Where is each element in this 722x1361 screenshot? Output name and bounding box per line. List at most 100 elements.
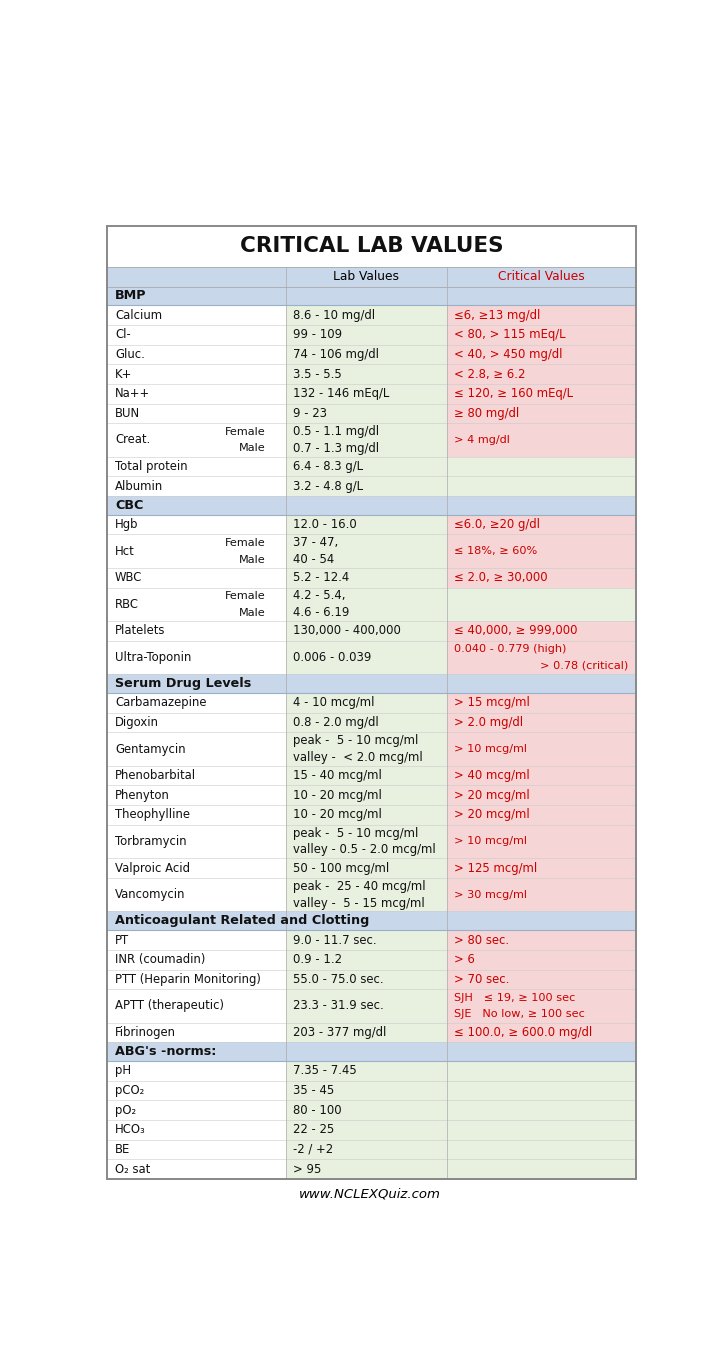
Bar [108,305,285,325]
Text: O₂ sat: O₂ sat [115,1162,150,1176]
Text: ≤ 100.0, ≥ 600.0 mg/dl: ≤ 100.0, ≥ 600.0 mg/dl [455,1026,593,1038]
Bar [285,641,447,674]
Bar [108,495,636,514]
Text: ≥ 80 mg/dl: ≥ 80 mg/dl [455,407,520,421]
Text: 3.2 - 4.8 g/L: 3.2 - 4.8 g/L [293,479,363,493]
Bar [285,384,447,404]
Bar [285,1139,447,1160]
Text: 4.6 - 6.19: 4.6 - 6.19 [293,606,349,619]
Text: APTT (therapeutic): APTT (therapeutic) [115,999,224,1013]
Text: 80 - 100: 80 - 100 [293,1104,342,1117]
Text: WBC: WBC [115,572,142,584]
Text: Digoxin: Digoxin [115,716,159,729]
Text: ABG's -norms:: ABG's -norms: [115,1045,217,1059]
Text: 8.6 - 10 mg/dl: 8.6 - 10 mg/dl [293,309,375,321]
Text: 0.7 - 1.3 mg/dl: 0.7 - 1.3 mg/dl [293,442,380,455]
Bar [285,930,447,950]
Bar [108,568,285,588]
Text: CBC: CBC [115,499,144,512]
Bar [285,859,447,878]
Bar [108,457,285,476]
Text: Serum Drug Levels: Serum Drug Levels [115,678,251,690]
Bar [108,693,285,713]
Text: Critical Values: Critical Values [498,269,585,283]
Bar [108,878,285,912]
Bar [447,1160,636,1179]
Text: Calcium: Calcium [115,309,162,321]
Bar [447,588,636,621]
Text: < 80, > 115 mEq/L: < 80, > 115 mEq/L [455,328,566,342]
Text: > 80 sec.: > 80 sec. [455,934,510,946]
Text: 12.0 - 16.0: 12.0 - 16.0 [293,519,357,531]
Text: > 125 mcg/ml: > 125 mcg/ml [455,862,538,875]
Text: BMP: BMP [115,290,147,302]
Text: < 2.8, ≥ 6.2: < 2.8, ≥ 6.2 [455,367,526,381]
Text: 15 - 40 mcg/ml: 15 - 40 mcg/ml [293,769,382,783]
Text: Female: Female [225,426,266,437]
Bar [285,878,447,912]
Text: Carbamazepine: Carbamazepine [115,697,206,709]
Text: Female: Female [225,591,266,602]
Bar [447,1101,636,1120]
Text: Male: Male [239,608,266,618]
Bar [285,785,447,806]
Text: > 15 mcg/ml: > 15 mcg/ml [455,697,531,709]
Text: 99 - 109: 99 - 109 [293,328,342,342]
Text: Female: Female [225,538,266,548]
Bar [447,621,636,641]
Text: 0.5 - 1.1 mg/dl: 0.5 - 1.1 mg/dl [293,425,380,438]
Text: valley -  < 2.0 mcg/ml: valley - < 2.0 mcg/ml [293,751,423,764]
Bar [108,365,285,384]
Bar [447,1139,636,1160]
Text: pCO₂: pCO₂ [115,1085,144,1097]
Text: 35 - 45: 35 - 45 [293,1085,334,1097]
Text: HCO₃: HCO₃ [115,1123,146,1136]
Bar [447,384,636,404]
Bar [285,1120,447,1139]
Text: K+: K+ [115,367,132,381]
Bar [285,621,447,641]
Bar [285,989,447,1022]
Bar [447,365,636,384]
Text: 203 - 377 mg/dl: 203 - 377 mg/dl [293,1026,387,1038]
Bar [447,423,636,457]
Text: 130,000 - 400,000: 130,000 - 400,000 [293,625,401,637]
Bar [285,969,447,989]
Text: peak -  5 - 10 mcg/ml: peak - 5 - 10 mcg/ml [293,826,419,840]
Text: Hct: Hct [115,544,135,558]
Text: 0.9 - 1.2: 0.9 - 1.2 [293,953,342,966]
Text: 55.0 - 75.0 sec.: 55.0 - 75.0 sec. [293,973,384,985]
Text: 0.006 - 0.039: 0.006 - 0.039 [293,651,372,664]
Bar [108,1120,285,1139]
Bar [447,476,636,495]
Bar [285,404,447,423]
Text: Platelets: Platelets [115,625,165,637]
Text: 40 - 54: 40 - 54 [293,553,334,566]
Bar [447,969,636,989]
Bar [447,950,636,969]
Bar [447,1120,636,1139]
Bar [285,305,447,325]
Text: Creat.: Creat. [115,433,150,446]
Bar [108,969,285,989]
Bar [285,514,447,535]
Bar [285,1160,447,1179]
Bar [108,806,285,825]
Text: 7.35 - 7.45: 7.35 - 7.45 [293,1064,357,1078]
Text: SJH   ≤ 19, ≥ 100 sec: SJH ≤ 19, ≥ 100 sec [455,992,576,1003]
Bar [447,457,636,476]
Text: Male: Male [239,554,266,565]
Bar [108,344,285,365]
Bar [108,1022,285,1043]
Bar [447,568,636,588]
Bar [447,693,636,713]
Bar [285,713,447,732]
Text: 6.4 - 8.3 g/L: 6.4 - 8.3 g/L [293,460,363,474]
Bar [108,989,285,1022]
Bar [108,476,285,495]
Text: 4 - 10 mcg/ml: 4 - 10 mcg/ml [293,697,375,709]
Bar [285,476,447,495]
Bar [447,1022,636,1043]
Bar [447,732,636,766]
Text: peak -  5 - 10 mcg/ml: peak - 5 - 10 mcg/ml [293,734,419,747]
